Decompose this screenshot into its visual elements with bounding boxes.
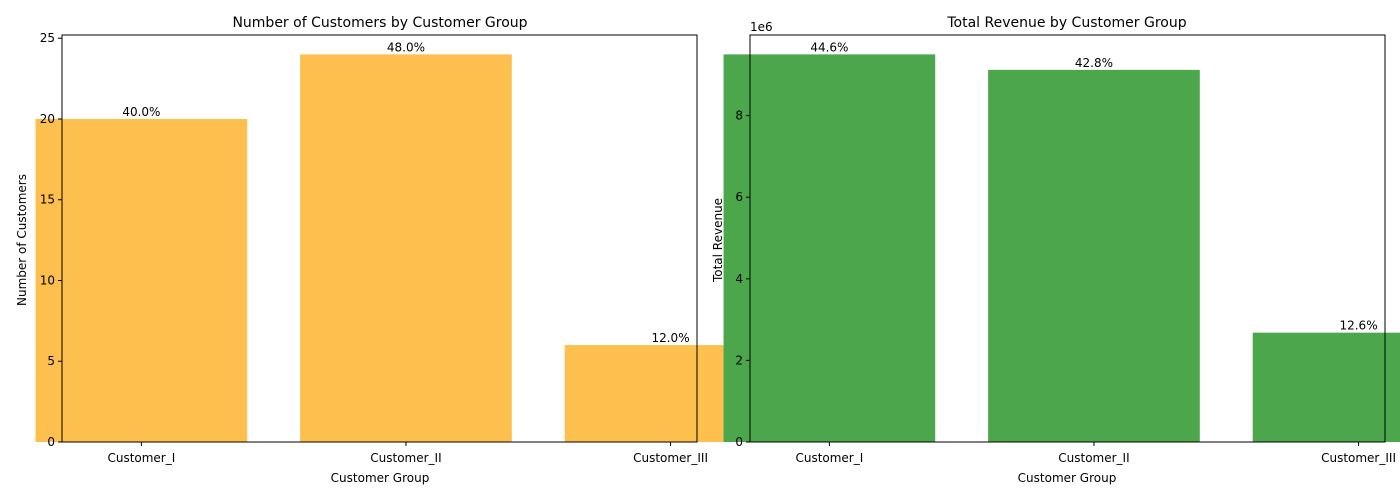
y-tick-label: 0: [47, 435, 55, 449]
bar-value-label: 48.0%: [387, 40, 425, 54]
bar-value-label: 40.0%: [122, 105, 160, 119]
x-tick-label: Customer_II: [1058, 451, 1129, 465]
plot-frame: [749, 34, 1386, 443]
bar: [1252, 332, 1400, 442]
x-axis: Customer_I Customer_II Customer_III: [107, 442, 708, 465]
y-tick-label: 25: [40, 31, 55, 45]
x-tick-label: Customer_II: [370, 451, 441, 465]
bar-value-label: 42.8%: [1075, 56, 1113, 70]
y-axis-label: Number of Customers: [15, 174, 29, 306]
y-tick-label: 2: [735, 353, 743, 367]
y-tick-label: 5: [47, 354, 55, 368]
revenue-chart-panel: Total Revenue by Customer Group Total Re…: [711, 15, 1400, 485]
plot-frame: [61, 34, 698, 443]
y-tick-label: 6: [735, 190, 743, 204]
x-axis: Customer_I Customer_II Customer_III: [795, 442, 1396, 465]
y-tick-label: 10: [40, 273, 55, 287]
bar-value-label: 44.6%: [810, 40, 848, 54]
chart-title: Number of Customers by Customer Group: [232, 15, 527, 31]
offset-text: 1e6: [750, 20, 773, 34]
bars-layer: 44.6% 42.8% 12.6%: [723, 40, 1400, 442]
bar: [300, 54, 512, 442]
x-tick-label: Customer_III: [1321, 451, 1396, 465]
x-tick-label: Customer_I: [107, 451, 175, 465]
customers-chart-panel: Number of Customers by Customer Group Nu…: [15, 15, 777, 485]
y-axis: 0 5 10 15 20 25: [40, 31, 62, 449]
y-tick-label: 8: [735, 109, 743, 123]
x-tick-label: Customer_III: [633, 451, 708, 465]
bar-value-label: 12.6%: [1339, 319, 1377, 333]
y-tick-label: 15: [40, 193, 55, 207]
y-tick-label: 0: [735, 435, 743, 449]
x-axis-label: Customer Group: [331, 471, 430, 485]
y-axis-label: Total Revenue: [711, 198, 725, 283]
bar: [988, 69, 1200, 442]
chart-title: Total Revenue by Customer Group: [946, 15, 1186, 31]
bar-value-label: 12.0%: [651, 331, 689, 345]
y-axis: 0 2 4 6 8: [735, 109, 750, 449]
bars-layer: 40.0% 48.0% 12.0%: [35, 40, 777, 442]
y-tick-label: 4: [735, 272, 743, 286]
y-tick-label: 20: [40, 112, 55, 126]
x-axis-label: Customer Group: [1018, 471, 1117, 485]
bar: [35, 118, 248, 442]
x-tick-label: Customer_I: [795, 451, 863, 465]
bar: [723, 54, 936, 442]
